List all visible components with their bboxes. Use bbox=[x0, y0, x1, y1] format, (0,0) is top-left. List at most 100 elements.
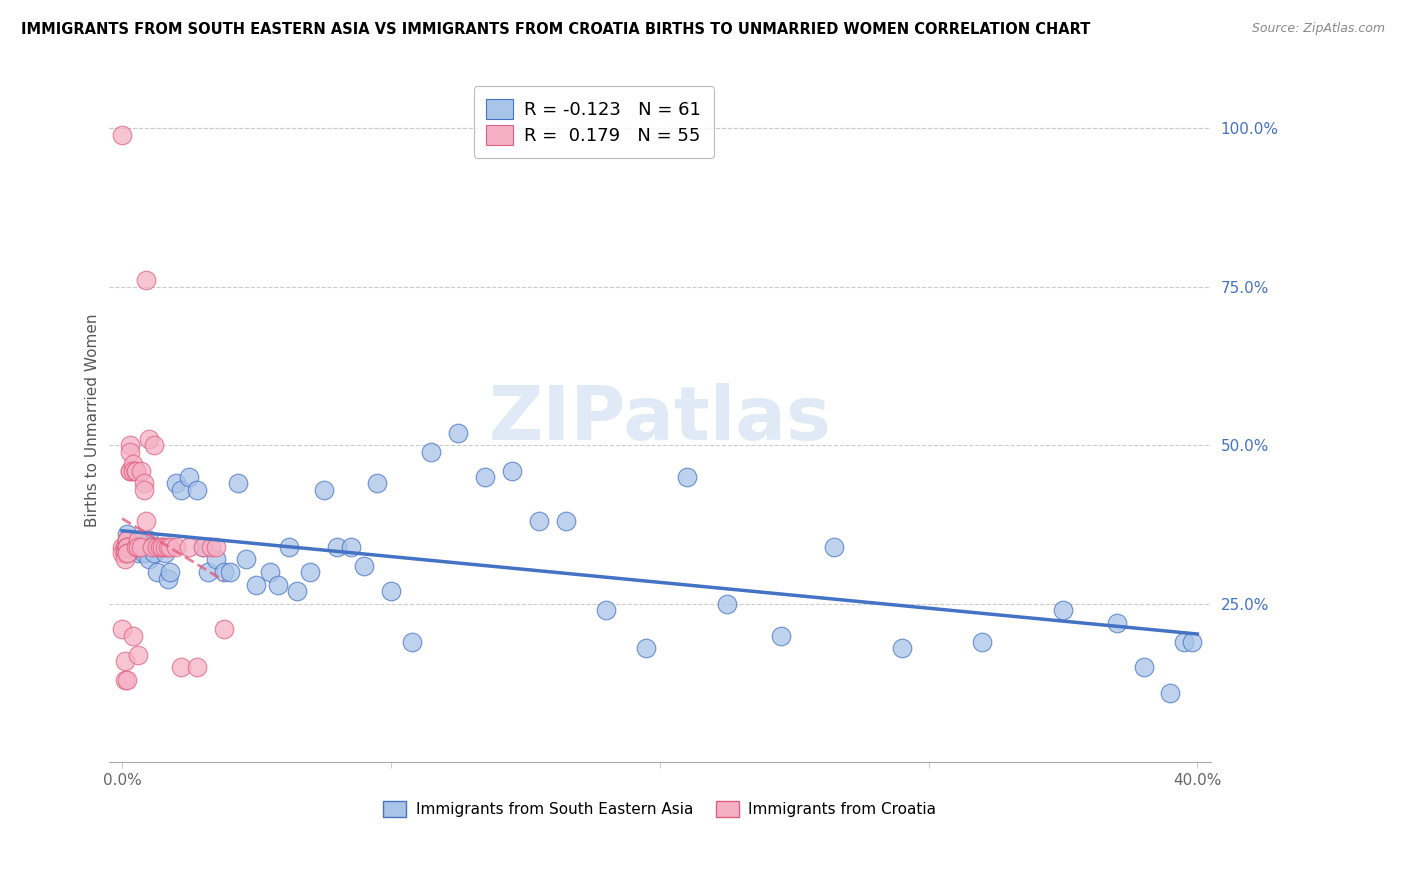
Point bbox=[132, 476, 155, 491]
Point bbox=[675, 470, 697, 484]
Point bbox=[1181, 635, 1204, 649]
Point bbox=[114, 540, 136, 554]
Point bbox=[197, 565, 219, 579]
Point bbox=[339, 540, 361, 554]
Point bbox=[141, 540, 163, 554]
Point bbox=[132, 546, 155, 560]
Point bbox=[129, 464, 152, 478]
Point bbox=[205, 540, 228, 554]
Point bbox=[120, 533, 142, 548]
Point bbox=[823, 540, 845, 554]
Text: IMMIGRANTS FROM SOUTH EASTERN ASIA VS IMMIGRANTS FROM CROATIA BIRTHS TO UNMARRIE: IMMIGRANTS FROM SOUTH EASTERN ASIA VS IM… bbox=[21, 22, 1091, 37]
Point bbox=[170, 483, 193, 497]
Point bbox=[474, 470, 496, 484]
Point bbox=[218, 565, 240, 579]
Point bbox=[138, 552, 160, 566]
Point bbox=[111, 540, 134, 554]
Y-axis label: Births to Unmarried Women: Births to Unmarried Women bbox=[86, 313, 100, 526]
Point bbox=[111, 546, 134, 560]
Point bbox=[127, 648, 149, 662]
Point bbox=[114, 546, 136, 560]
Point bbox=[117, 546, 139, 560]
Point bbox=[114, 654, 136, 668]
Point bbox=[121, 540, 143, 554]
Point bbox=[111, 622, 134, 636]
Point bbox=[111, 128, 134, 142]
Point bbox=[153, 546, 176, 560]
Point bbox=[170, 660, 193, 674]
Point bbox=[205, 552, 228, 566]
Point bbox=[117, 546, 139, 560]
Point bbox=[159, 565, 181, 579]
Point bbox=[117, 540, 139, 554]
Point bbox=[972, 635, 994, 649]
Point bbox=[121, 464, 143, 478]
Point bbox=[312, 483, 335, 497]
Point bbox=[1173, 635, 1195, 649]
Point bbox=[129, 540, 152, 554]
Point bbox=[127, 540, 149, 554]
Point bbox=[114, 552, 136, 566]
Text: Source: ZipAtlas.com: Source: ZipAtlas.com bbox=[1251, 22, 1385, 36]
Point bbox=[117, 540, 139, 554]
Text: ZIPatlas: ZIPatlas bbox=[488, 384, 831, 457]
Point bbox=[141, 540, 163, 554]
Point bbox=[501, 464, 523, 478]
Point bbox=[156, 572, 179, 586]
Point bbox=[1105, 615, 1128, 630]
Point bbox=[299, 565, 322, 579]
Point bbox=[120, 464, 142, 478]
Point bbox=[135, 515, 157, 529]
Point bbox=[716, 597, 738, 611]
Point bbox=[121, 458, 143, 472]
Point bbox=[1132, 660, 1154, 674]
Point bbox=[135, 273, 157, 287]
Point bbox=[138, 533, 160, 548]
Point bbox=[212, 622, 235, 636]
Point bbox=[366, 476, 388, 491]
Point bbox=[117, 673, 139, 687]
Point bbox=[159, 540, 181, 554]
Point bbox=[179, 470, 201, 484]
Point bbox=[380, 584, 402, 599]
Point bbox=[226, 476, 249, 491]
Point bbox=[117, 540, 139, 554]
Point bbox=[527, 515, 550, 529]
Point bbox=[191, 540, 214, 554]
Point bbox=[165, 476, 187, 491]
Point bbox=[245, 578, 267, 592]
Point bbox=[120, 444, 142, 458]
Point bbox=[124, 464, 146, 478]
Point bbox=[117, 533, 139, 548]
Point bbox=[186, 483, 208, 497]
Point bbox=[277, 540, 299, 554]
Point bbox=[401, 635, 423, 649]
Point bbox=[636, 641, 658, 656]
Point bbox=[143, 438, 166, 452]
Point bbox=[447, 425, 470, 440]
Point bbox=[1052, 603, 1074, 617]
Point bbox=[595, 603, 617, 617]
Point bbox=[146, 540, 169, 554]
Point bbox=[114, 673, 136, 687]
Point bbox=[127, 533, 149, 548]
Point bbox=[200, 540, 222, 554]
Point bbox=[117, 527, 139, 541]
Point bbox=[152, 540, 174, 554]
Point bbox=[890, 641, 912, 656]
Point bbox=[554, 515, 576, 529]
Point bbox=[353, 558, 375, 573]
Point bbox=[191, 540, 214, 554]
Point bbox=[769, 629, 792, 643]
Point bbox=[114, 546, 136, 560]
Point bbox=[153, 540, 176, 554]
Point bbox=[259, 565, 281, 579]
Point bbox=[135, 540, 157, 554]
Point bbox=[212, 565, 235, 579]
Point bbox=[124, 540, 146, 554]
Point bbox=[165, 540, 187, 554]
Point bbox=[149, 540, 172, 554]
Point bbox=[285, 584, 308, 599]
Point bbox=[124, 540, 146, 554]
Point bbox=[127, 546, 149, 560]
